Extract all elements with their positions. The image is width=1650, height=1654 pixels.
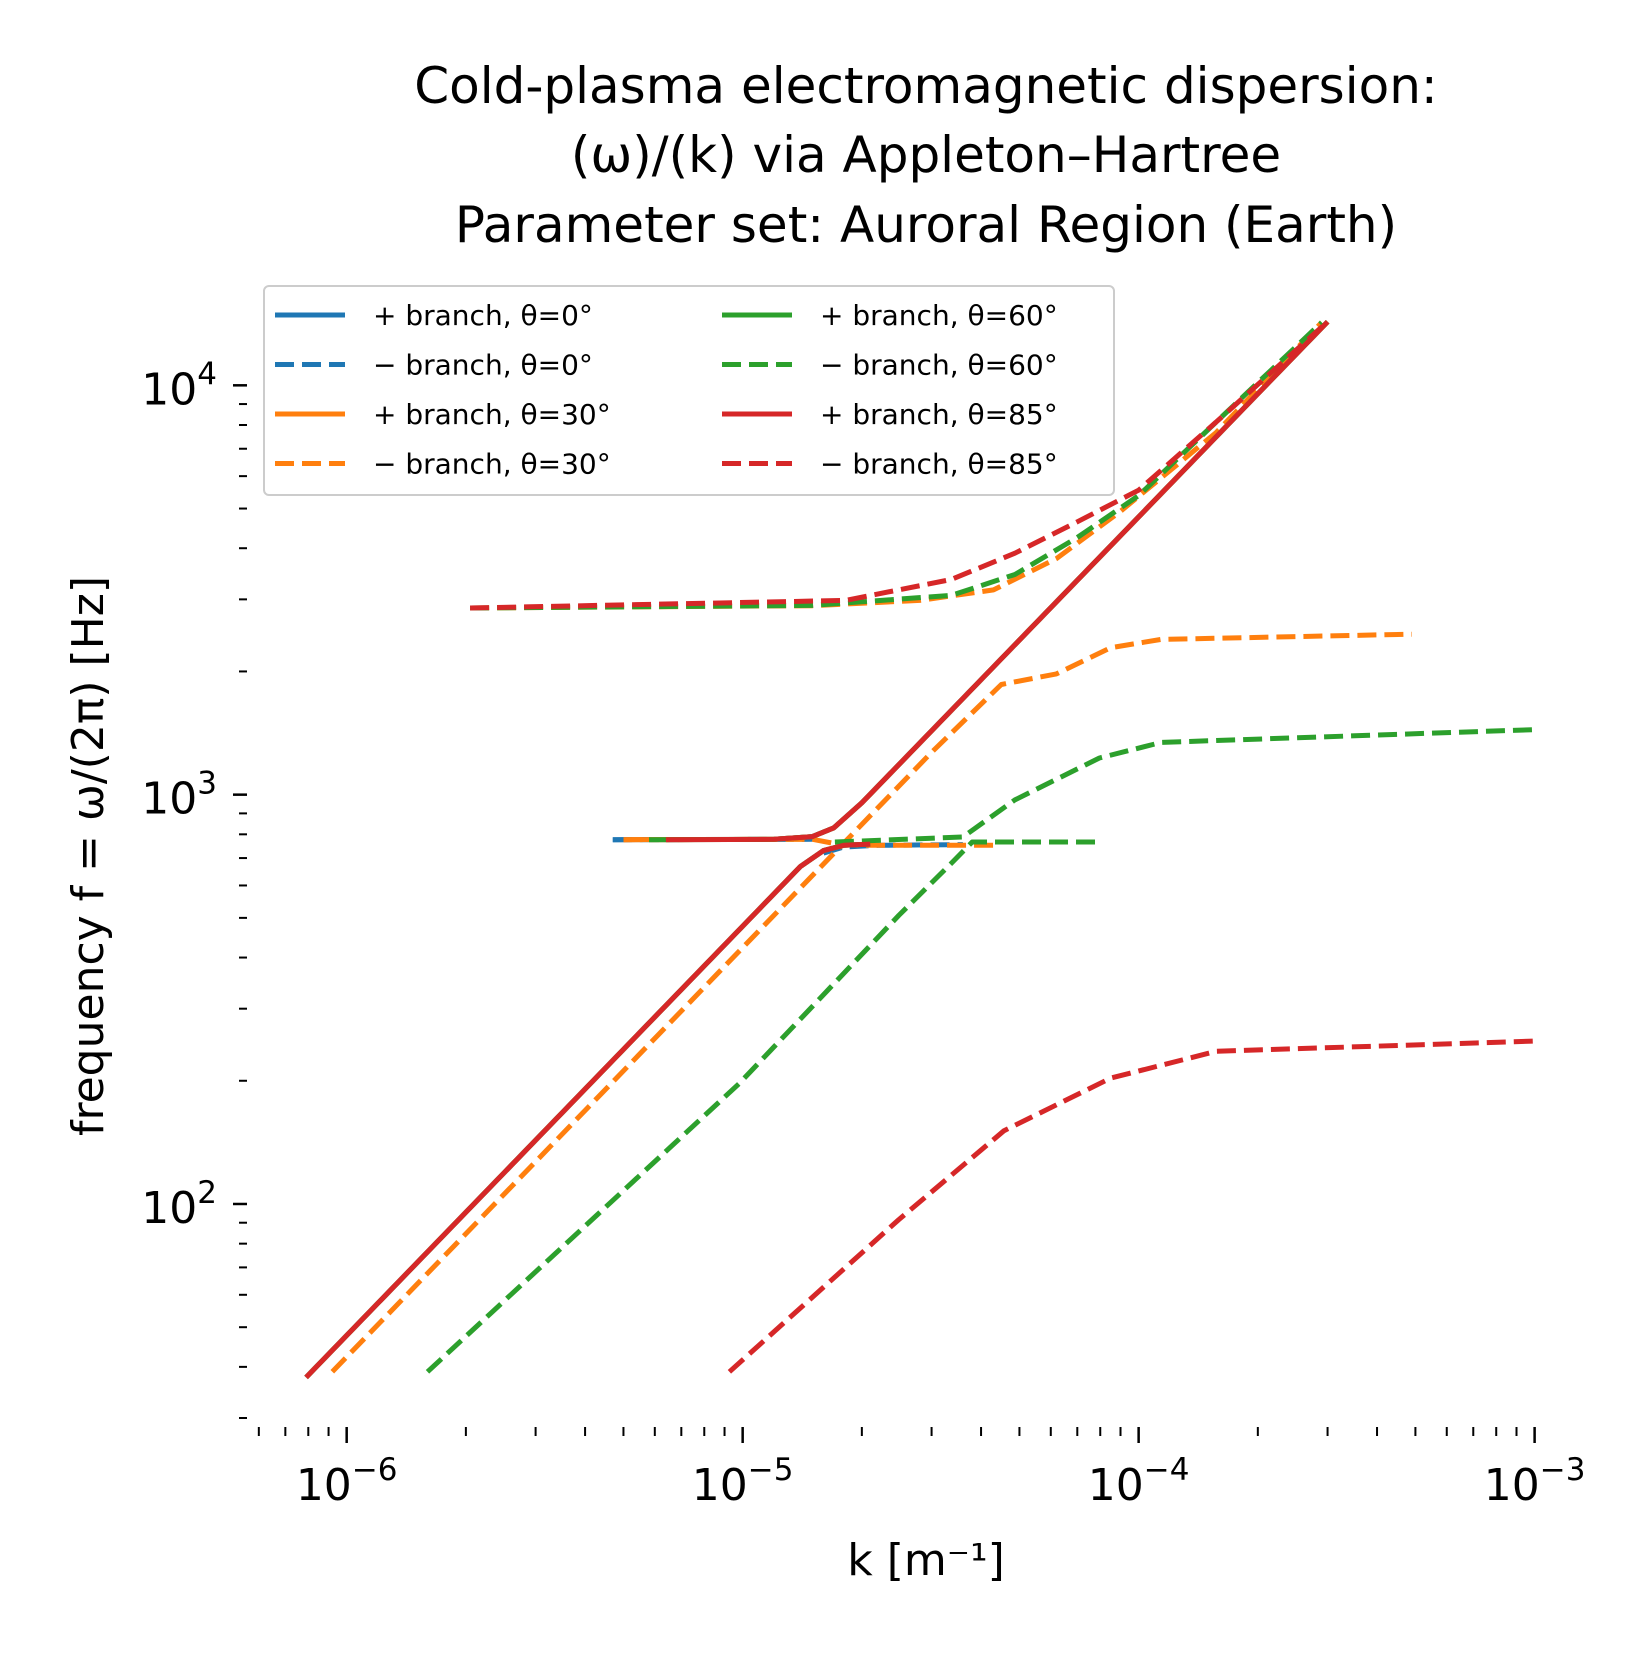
title-line-2: (ω)/(k) via Appleton–Hartree (571, 126, 1281, 184)
y-tick-label: 102 (141, 1175, 217, 1234)
y-axis-label: frequency f = ω/(2π) [Hz] (63, 576, 114, 1136)
x-tick-label: 10−6 (296, 1452, 398, 1511)
axis-ticks: 10−6 10−5 10−4 10−3 102 103 104 (141, 356, 1585, 1511)
x-tick-label: 10−3 (1484, 1452, 1586, 1511)
x-tick-label: 10−5 (692, 1452, 794, 1511)
series-line (332, 634, 1412, 1372)
title-line-3: Parameter set: Auroral Region (Earth) (455, 196, 1397, 254)
y-tick-label: 104 (141, 356, 217, 415)
series-line (729, 1041, 1533, 1372)
legend-label: + branch, θ=30° (373, 398, 611, 431)
legend-label: − branch, θ=0° (373, 349, 593, 382)
chart-title: Cold-plasma electromagnetic dispersion: … (414, 57, 1438, 254)
legend-label: − branch, θ=85° (820, 448, 1058, 481)
legend: + branch, θ=0° − branch, θ=0° + branch, θ=… (264, 286, 1114, 495)
x-axis-label: k [m⁻¹] (847, 1535, 1005, 1586)
x-tick-label: 10−4 (1088, 1452, 1190, 1511)
legend-label: + branch, θ=60° (820, 299, 1058, 332)
legend-label: − branch, θ=30° (373, 448, 611, 481)
legend-label: + branch, θ=0° (373, 299, 593, 332)
y-tick-label: 103 (141, 766, 217, 825)
title-line-1: Cold-plasma electromagnetic dispersion: (414, 57, 1438, 115)
series-line (428, 842, 1100, 1372)
legend-label: + branch, θ=85° (820, 398, 1058, 431)
legend-label: − branch, θ=60° (820, 349, 1058, 382)
